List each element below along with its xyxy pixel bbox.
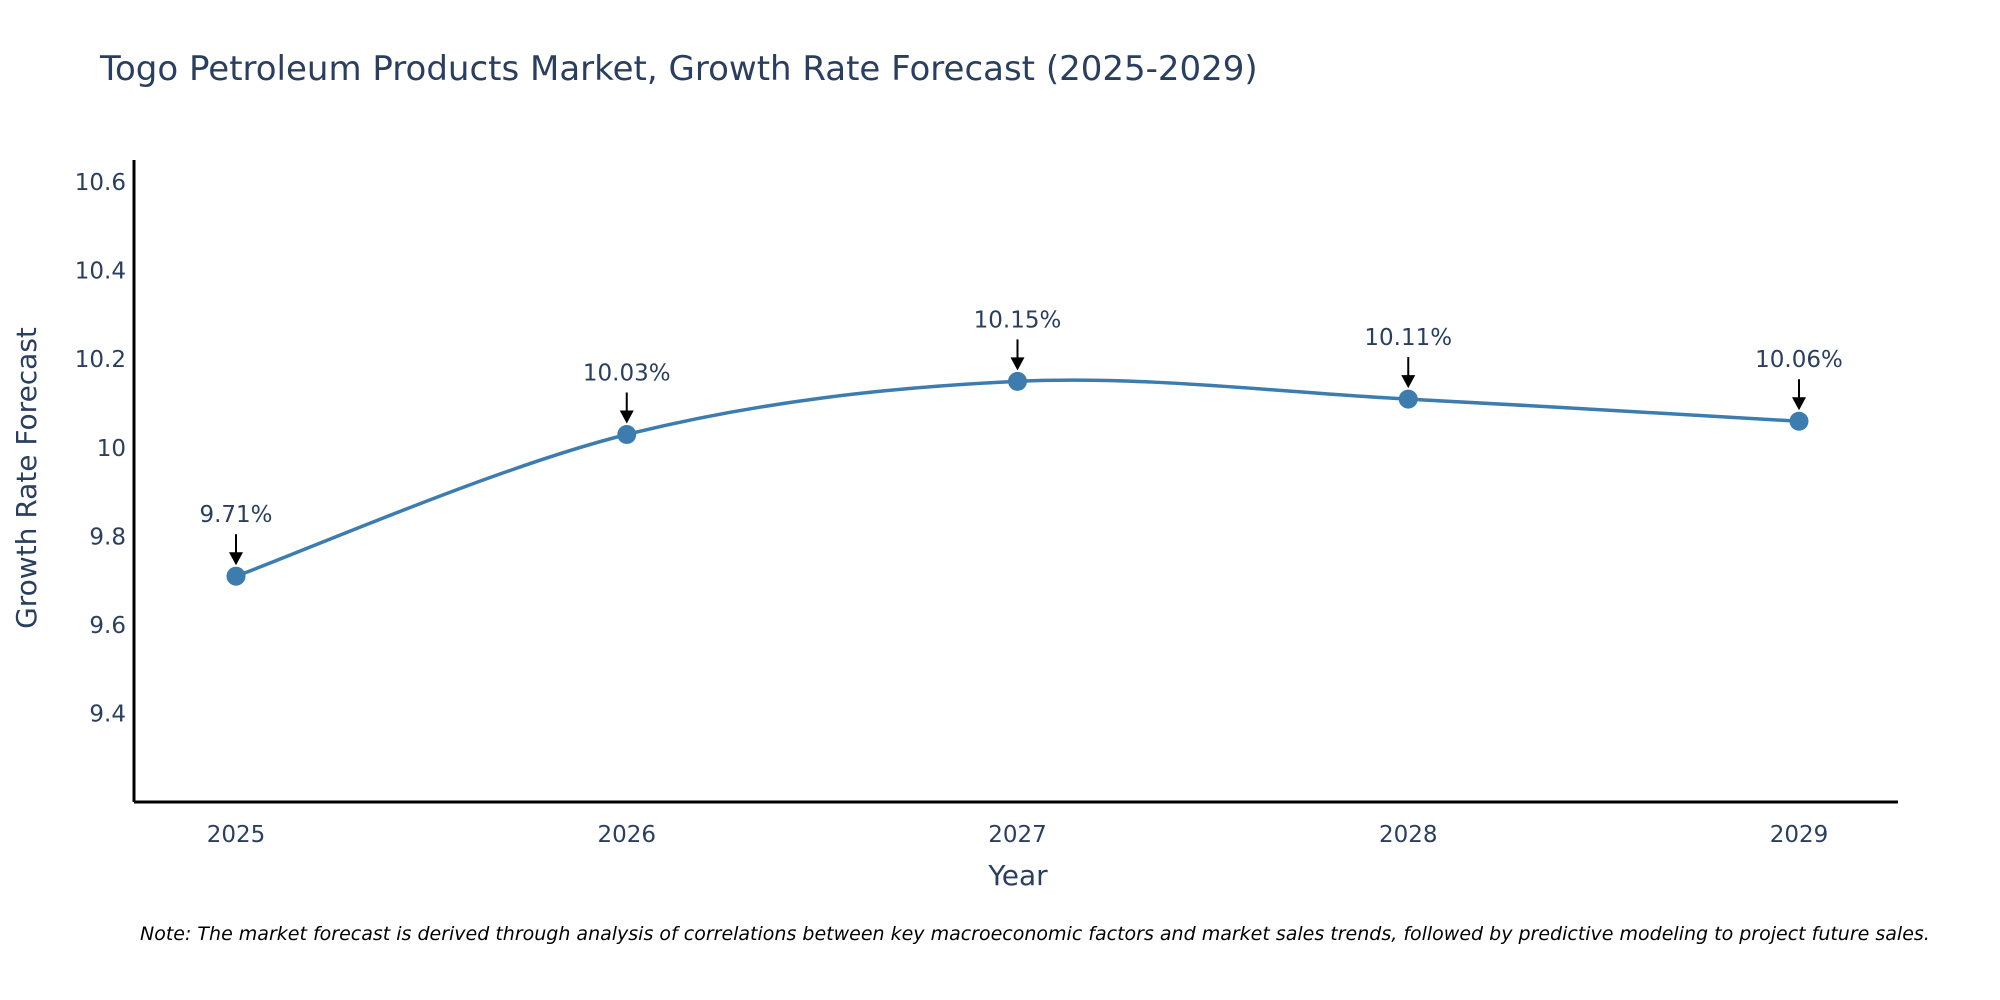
data-label-2027: 10.15%	[974, 307, 1062, 333]
y-tick-label: 9.8	[89, 524, 126, 550]
series-growth-rate	[226, 371, 1809, 586]
y-tick-label: 9.6	[89, 613, 126, 639]
annotation-arrow-head	[619, 410, 634, 424]
x-tick-label: 2028	[1379, 822, 1438, 848]
x-tick-label: 2029	[1770, 822, 1829, 848]
y-tick-label: 10	[97, 436, 126, 462]
y-tick-label: 9.4	[89, 701, 126, 727]
annotation-arrow-head	[1010, 357, 1025, 371]
forecast-note: Note: The market forecast is derived thr…	[140, 923, 1930, 945]
annotation-arrow-head	[1792, 397, 1806, 411]
x-tick-label: 2027	[988, 822, 1047, 848]
x-axis-title: Year	[987, 859, 1048, 892]
data-label-2028: 10.11%	[1364, 325, 1452, 351]
series-line	[235, 378, 1800, 578]
data-label-2025: 9.71%	[199, 502, 272, 528]
data-label-2026: 10.03%	[583, 361, 671, 387]
x-tick-label: 2025	[207, 822, 266, 848]
data-point-2029[interactable]	[1789, 411, 1809, 431]
x-axis: 2025 2026 2027 2028 2029	[134, 800, 1898, 848]
data-labels: 9.71% 10.03% 10.15% 10.11% 10.06%	[199, 307, 1843, 566]
data-label-2029: 10.06%	[1755, 347, 1843, 373]
y-axis: 9.4 9.6 9.8 10 10.2 10.4 10.6	[75, 160, 136, 802]
data-point-2026[interactable]	[617, 425, 637, 445]
x-tick-label: 2026	[597, 822, 656, 848]
y-tick-label: 10.4	[75, 259, 126, 285]
y-tick-label: 10.6	[75, 170, 126, 196]
y-axis-title: Growth Rate Forecast	[10, 327, 43, 629]
y-tick-label: 10.2	[75, 347, 126, 373]
chart-title: Togo Petroleum Products Market, Growth R…	[99, 49, 1258, 89]
data-point-2027[interactable]	[1008, 371, 1027, 391]
data-point-2025[interactable]	[226, 566, 246, 586]
data-point-2028[interactable]	[1398, 389, 1418, 409]
annotation-arrow-head	[1401, 375, 1416, 389]
annotation-arrow-head	[229, 552, 243, 566]
